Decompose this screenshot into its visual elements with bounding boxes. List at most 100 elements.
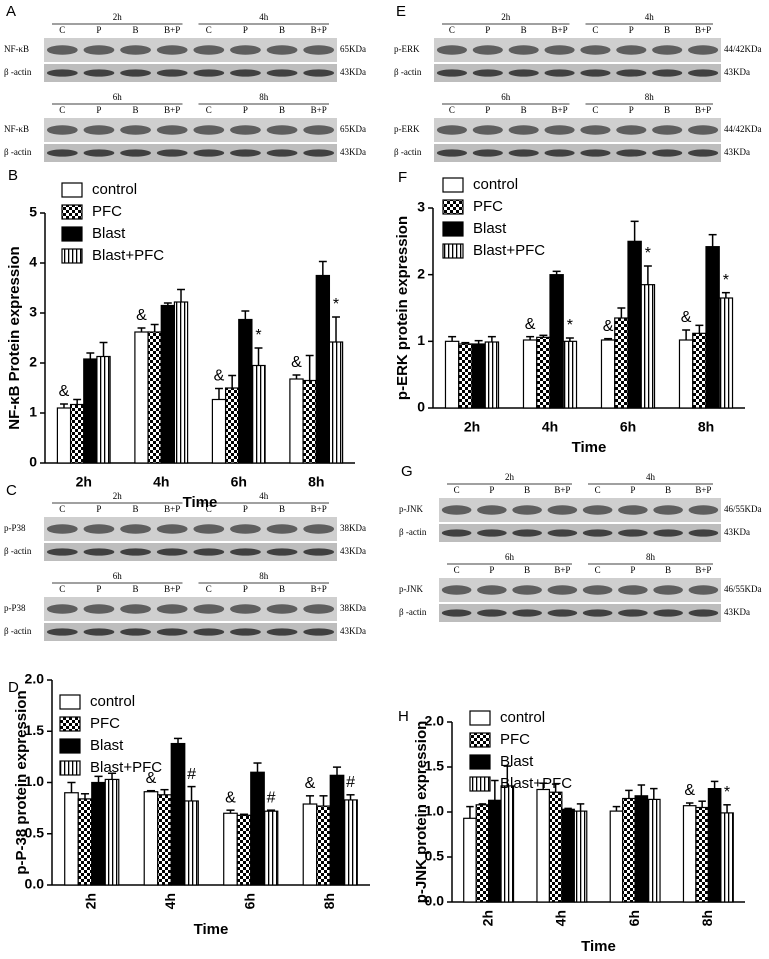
- blot-band: [156, 628, 188, 636]
- legend-swatch: [59, 716, 81, 732]
- blot-band: [83, 604, 115, 614]
- blot-band: [83, 69, 115, 77]
- blot-band: [156, 149, 188, 157]
- blot-lane: B+P: [552, 25, 568, 35]
- blot-lane: B: [524, 485, 530, 495]
- significance-mark: &: [684, 782, 695, 799]
- bar: [315, 274, 331, 464]
- blot-band: [83, 125, 115, 135]
- blot-band: [193, 628, 225, 636]
- blot-band-size: 43KDa: [724, 607, 750, 617]
- significance-mark: *: [645, 245, 651, 262]
- x-tick-label: 6h: [241, 893, 257, 909]
- blot-band: [46, 125, 78, 135]
- blot-lane: C: [206, 584, 212, 594]
- bar: [562, 340, 578, 409]
- bar: [488, 799, 502, 903]
- y-tick-label: 1.5: [425, 758, 445, 774]
- y-tick-label: 2: [29, 354, 37, 370]
- blot-lane: P: [243, 504, 248, 514]
- x-tick-label: 8h: [699, 910, 715, 926]
- significance-mark: *: [723, 272, 729, 289]
- blot-lane: C: [206, 105, 212, 115]
- blot-band: [580, 149, 611, 157]
- blot-lane: B: [133, 25, 139, 35]
- legend-label: PFC: [500, 731, 530, 748]
- blot-band: [230, 125, 261, 135]
- legend-label: control: [92, 181, 137, 198]
- blot-band: [156, 45, 188, 55]
- y-tick-label: 0: [29, 454, 37, 470]
- significance-mark: &: [146, 770, 157, 787]
- y-tick-label: 0.5: [25, 824, 45, 840]
- y-tick-label: 4: [29, 254, 37, 270]
- blot-lane: C: [59, 25, 65, 35]
- blot-band: [616, 149, 647, 157]
- bar: [236, 814, 252, 886]
- blot-band: [156, 604, 188, 614]
- blot-band: [618, 505, 648, 515]
- blot-time: 2h: [113, 491, 123, 501]
- blot-band: [303, 524, 335, 534]
- blot-lane: P: [630, 485, 635, 495]
- bar: [343, 799, 358, 886]
- blot-band: [46, 524, 78, 534]
- panel-letter: D: [8, 679, 19, 696]
- blot-band: [652, 69, 683, 77]
- blot-band: [512, 585, 542, 595]
- bar: [695, 806, 709, 903]
- y-tick-label: 0.0: [425, 893, 445, 909]
- y-axis-label: NF-κB Protein expression: [6, 246, 23, 429]
- blot-lane: B+P: [164, 105, 180, 115]
- significance-mark: *: [724, 784, 730, 801]
- blot-time: 4h: [259, 491, 269, 501]
- blot-band-name: p-JNK: [399, 504, 423, 514]
- legend-label: Blast: [473, 220, 507, 237]
- bar: [614, 317, 629, 409]
- blot-band: [477, 529, 507, 537]
- blot-band: [83, 45, 115, 55]
- blot-lane: B+P: [695, 485, 711, 495]
- blot-band: [266, 69, 298, 77]
- bar: [622, 797, 636, 903]
- blot-strip: [44, 543, 337, 561]
- blot-band: [156, 69, 188, 77]
- blot-lane: B: [664, 105, 670, 115]
- blot-band: [580, 125, 611, 135]
- y-axis-label: p-P-38 protein expression: [13, 690, 30, 874]
- blot-time: 4h: [259, 12, 269, 22]
- bar: [705, 246, 720, 409]
- blot-time: 6h: [113, 92, 123, 102]
- blot-lane: B: [133, 584, 139, 594]
- blot-lane: B+P: [164, 504, 180, 514]
- blot-band: [472, 149, 503, 157]
- blot-band: [688, 529, 719, 537]
- legend-swatch: [469, 710, 491, 726]
- blot-band: [653, 585, 683, 595]
- blot-band: [83, 548, 115, 556]
- blot-band: [120, 149, 151, 157]
- x-tick-label: 4h: [542, 419, 558, 435]
- blot-band-name: β -actin: [399, 607, 427, 617]
- bar: [458, 343, 473, 409]
- blot-band: [616, 125, 647, 135]
- blot-time: 8h: [259, 92, 269, 102]
- bar: [718, 297, 734, 409]
- blot-lane: C: [59, 105, 65, 115]
- bar: [646, 798, 661, 903]
- bar: [96, 355, 111, 464]
- blot-band-size: 38KDa: [340, 523, 366, 533]
- bar: [640, 284, 656, 409]
- blot-band: [477, 609, 507, 617]
- blot-lane: B: [133, 504, 139, 514]
- bar: [211, 398, 227, 464]
- blot-band: [83, 524, 115, 534]
- blot-lane: B: [665, 485, 671, 495]
- blot-band-size: 43KDa: [724, 527, 750, 537]
- legend-swatch: [59, 760, 81, 776]
- bar: [549, 274, 564, 409]
- blot-band: [512, 529, 542, 537]
- blot-lane: B: [279, 584, 285, 594]
- bar: [720, 812, 734, 903]
- bar: [600, 339, 616, 409]
